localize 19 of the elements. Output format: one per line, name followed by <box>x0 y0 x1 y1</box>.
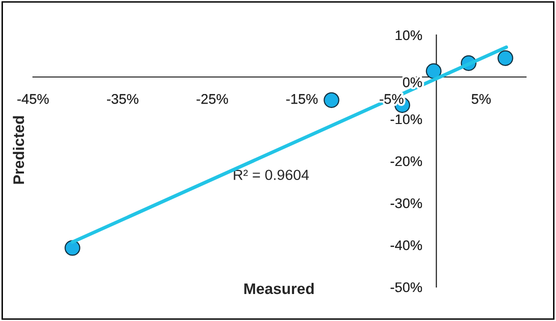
x-tick-label: -35% <box>107 94 138 104</box>
y-axis-title: Predicted <box>12 116 24 184</box>
point <box>324 92 340 108</box>
x-tick-label: -25% <box>196 94 228 104</box>
y-tick-label: -10% <box>390 114 422 124</box>
annotation: R² = 0.9604 <box>234 170 309 180</box>
x-tick-label: 5% <box>472 94 491 104</box>
x-tick-label: -15% <box>286 94 318 104</box>
y-tick-label: -30% <box>390 198 422 208</box>
y-tick-label: -20% <box>390 156 422 166</box>
point <box>426 63 442 79</box>
y-tick-label: 10% <box>396 30 422 40</box>
y-tick-label: -50% <box>390 282 422 292</box>
point <box>498 50 514 66</box>
y-tick-label: -40% <box>390 240 422 250</box>
point <box>64 240 80 256</box>
y-tick-label: 0% <box>402 77 422 88</box>
x-axis-title: Measured <box>244 282 314 294</box>
x-tick-label: -45% <box>17 94 49 104</box>
